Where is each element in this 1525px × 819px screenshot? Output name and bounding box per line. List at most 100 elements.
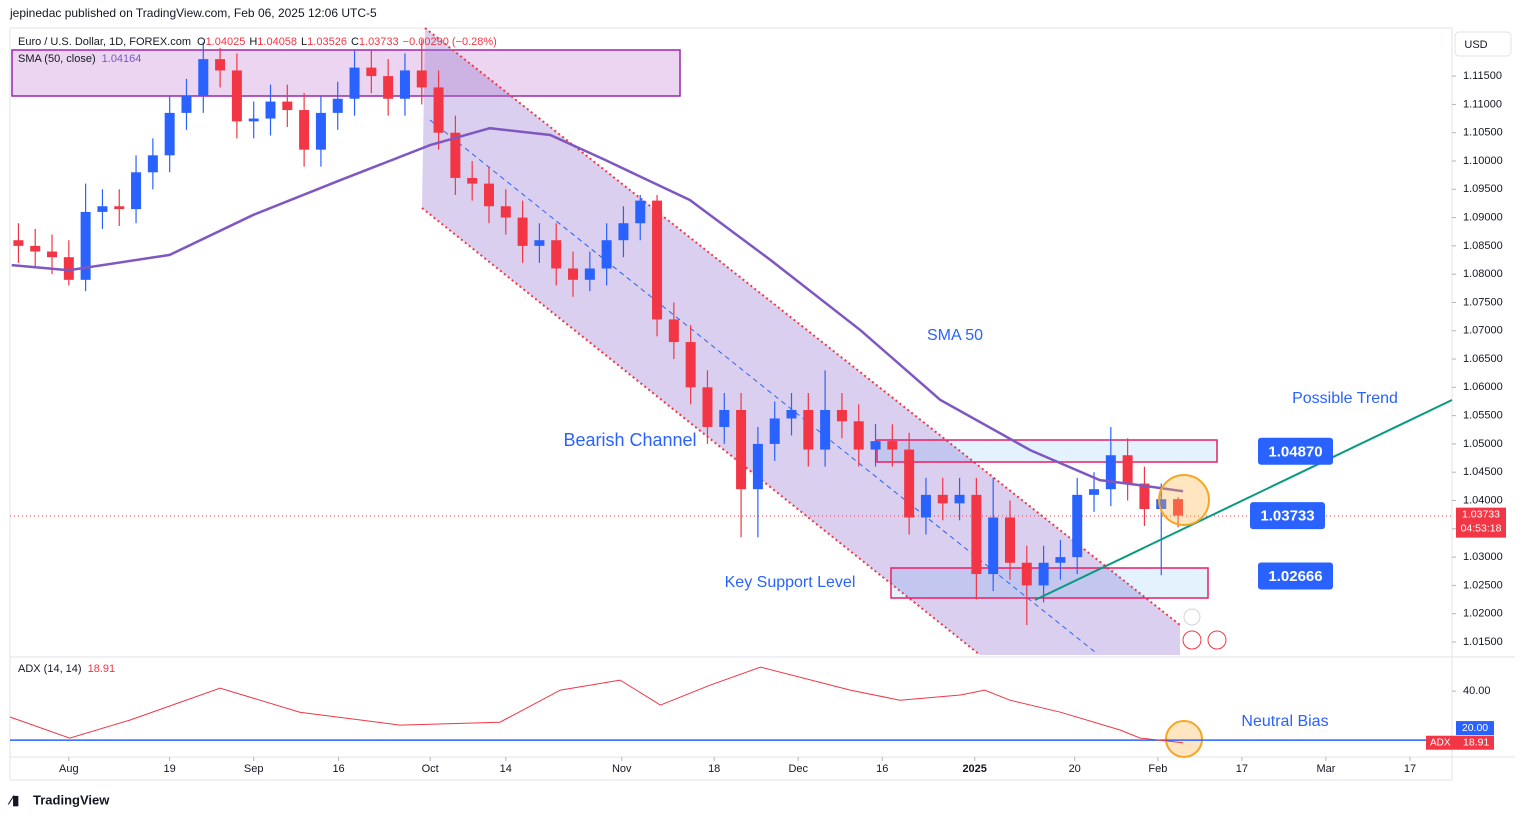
annotation: SMA 50: [927, 327, 983, 344]
candle-body: [114, 206, 125, 210]
level-label-box: [1258, 437, 1333, 465]
candle-body: [231, 70, 242, 122]
legend-key: L: [301, 36, 307, 48]
y-tick-label: 1.07000: [1463, 325, 1503, 337]
y-tick-label: 1.06500: [1463, 353, 1503, 365]
event-icon[interactable]: [1207, 630, 1227, 650]
candle-body: [181, 95, 192, 113]
candle-body: [198, 59, 209, 96]
adx-tag-value: 18.91: [1463, 737, 1489, 749]
channel-top: [424, 27, 1181, 626]
y-tick-label: 1.10500: [1463, 127, 1503, 139]
footer: TradingView: [33, 792, 110, 807]
bearish-channel: [422, 28, 1180, 655]
x-tick-label: 18: [708, 763, 720, 775]
candle-body: [416, 70, 427, 88]
candle-body: [500, 206, 511, 218]
candle-body: [988, 517, 999, 575]
event-icon[interactable]: [1182, 630, 1202, 650]
candle-body: [1089, 489, 1100, 495]
candle-body: [1156, 499, 1167, 510]
x-tick-label: Mar: [1316, 763, 1335, 775]
price-tag-value: 1.03733: [1462, 508, 1500, 520]
candle-body: [215, 59, 226, 71]
y-tick-label: 1.09000: [1463, 211, 1503, 223]
candle-body: [1004, 517, 1015, 563]
x-tick-label: 14: [500, 763, 512, 775]
candle-body: [366, 67, 377, 77]
legend-change: −0.00290 (−0.28%): [403, 36, 497, 48]
candle-body: [652, 200, 663, 320]
header: jepinedac published on TradingView.com, …: [9, 6, 377, 20]
candle-body: [820, 409, 831, 450]
x-tick-label: Nov: [612, 763, 632, 775]
y-tick-label: 1.03000: [1463, 551, 1503, 563]
candle-body: [551, 240, 562, 269]
price-tag: [1456, 507, 1506, 538]
x-tick-label: 2025: [962, 763, 986, 775]
legend: Euro / U.S. Dollar, 1D, FOREX.com O1.0402…: [18, 36, 497, 48]
y-tick-label: 1.05000: [1463, 438, 1503, 450]
y-tick-label: 1.11000: [1463, 98, 1502, 110]
x-tick-label: Sep: [244, 763, 264, 775]
candle-body: [584, 268, 595, 280]
candle-body: [467, 177, 478, 184]
level-label-box: [1258, 562, 1333, 590]
adx-tag-key: ADX: [1430, 737, 1451, 748]
level-tag-label: 20.00: [1462, 722, 1488, 734]
adx-tag: [1426, 735, 1494, 750]
candle-body: [483, 183, 494, 207]
legend-key: O: [197, 36, 206, 48]
candle-body: [1105, 455, 1116, 490]
x-tick-label: Oct: [422, 763, 439, 775]
annotation: Key Support Level: [725, 574, 856, 591]
x-tick-label: 16: [876, 763, 888, 775]
y-tick-label: 1.01500: [1463, 636, 1503, 648]
candle-body: [1038, 562, 1049, 586]
legend-value: 1.03733: [359, 36, 399, 48]
candle-body: [450, 132, 461, 178]
sma-line: [11, 126, 1184, 493]
channel-mid: [429, 119, 1096, 653]
candle-body: [80, 211, 91, 280]
level-label: 1.02666: [1268, 568, 1322, 585]
candle-body: [1072, 494, 1083, 558]
legend-value: 1.04058: [257, 36, 297, 48]
candle-body: [265, 101, 276, 119]
candle-body: [517, 217, 528, 246]
candle-body: [870, 441, 881, 450]
y-tick-label: 1.05500: [1463, 410, 1503, 422]
candle-body: [1055, 557, 1066, 563]
level-tag: [1456, 721, 1494, 736]
y-tick-label: 1.09500: [1463, 183, 1503, 195]
candle-body: [534, 240, 545, 246]
sma-value: 1.04164: [102, 53, 142, 65]
annotation: Bearish Channel: [563, 430, 696, 450]
candle-body: [853, 421, 864, 450]
candle-body: [769, 418, 780, 444]
legend-value: 1.03526: [307, 36, 347, 48]
sma-legend: SMA (50, close) 1.04164: [18, 53, 141, 65]
annotation: Possible Trend: [1292, 390, 1398, 407]
candle-body: [1122, 455, 1133, 484]
legend-key: H: [249, 36, 257, 48]
candle-body: [635, 200, 646, 224]
candle-body: [601, 240, 612, 269]
candle-body: [97, 206, 108, 212]
y-tick-label: 1.10000: [1463, 155, 1503, 167]
candle-body: [383, 76, 394, 99]
candle-body: [399, 70, 410, 99]
sma-name: SMA (50, close): [18, 53, 96, 65]
currency[interactable]: USD: [1464, 39, 1487, 51]
candle-body: [618, 223, 629, 241]
currency-box[interactable]: [1454, 31, 1512, 57]
y-tick-label: 1.11500: [1463, 70, 1502, 82]
candle-body: [954, 494, 965, 504]
range-box: [11, 49, 681, 97]
event-icon[interactable]: [1183, 608, 1201, 626]
level-label-box: [1250, 502, 1325, 530]
trend-line: [1034, 399, 1453, 601]
legend-title: Euro / U.S. Dollar, 1D, FOREX.com: [18, 36, 191, 48]
adx-title: ADX (14, 14): [18, 663, 82, 675]
